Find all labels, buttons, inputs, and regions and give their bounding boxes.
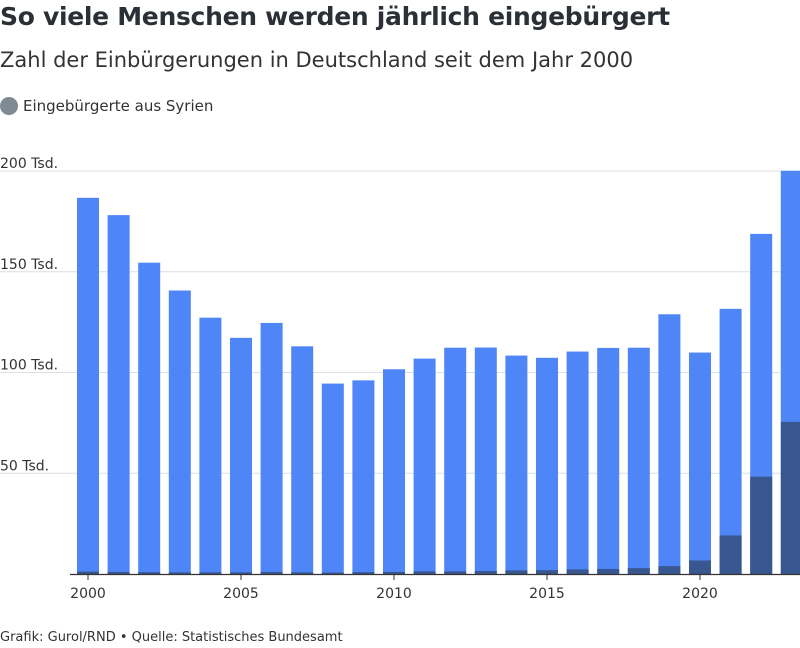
- legend-dot-icon: [0, 97, 18, 115]
- bar-syria: [505, 570, 528, 574]
- bar-syria: [536, 570, 558, 574]
- x-tick-label: 2020: [682, 586, 718, 602]
- bar-total: [658, 314, 681, 574]
- bar-total: [321, 383, 344, 574]
- bar-syria: [168, 572, 191, 574]
- bar-syria: [413, 571, 436, 574]
- y-tick-label: 100 Tsd.: [0, 358, 58, 374]
- bar-total: [474, 347, 497, 574]
- bar-syria: [383, 571, 405, 574]
- legend-label: Eingebürgerte aus Syrien: [23, 97, 214, 115]
- bar-total: [199, 317, 222, 574]
- bar-syria: [321, 572, 344, 574]
- bar-syria: [780, 421, 800, 574]
- bar-syria: [291, 572, 314, 574]
- bar-syria: [750, 476, 773, 574]
- bar-total: [505, 355, 528, 574]
- bar-total: [352, 380, 375, 574]
- bar-syria: [627, 568, 650, 574]
- bar-syria: [107, 571, 130, 574]
- bar-total: [719, 308, 742, 574]
- bar-total: [138, 262, 161, 574]
- chart-title: So viele Menschen werden jährlich eingeb…: [0, 2, 670, 31]
- bar-total: [627, 347, 650, 574]
- bar-syria: [138, 572, 161, 574]
- bar-total: [291, 346, 314, 574]
- bar-total: [444, 347, 467, 574]
- bar-syria: [597, 568, 620, 574]
- bar-syria: [719, 535, 742, 574]
- bar-syria: [199, 572, 222, 574]
- bar-syria: [658, 566, 681, 574]
- bar-total: [536, 357, 558, 574]
- bar-syria: [77, 571, 99, 574]
- bar-total: [168, 290, 191, 574]
- chart-subtitle: Zahl der Einbürgerungen in Deutschland s…: [0, 48, 634, 72]
- legend: Eingebürgerte aus Syrien: [0, 94, 213, 118]
- bar-total: [260, 322, 283, 574]
- x-tick-label: 2015: [529, 586, 565, 602]
- y-tick-label: 50 Tsd.: [0, 458, 49, 474]
- bar-syria: [352, 572, 375, 574]
- bar-syria: [444, 571, 467, 574]
- bar-syria: [230, 572, 252, 574]
- x-tick-label: 2010: [376, 586, 412, 602]
- y-tick-label: 200 Tsd.: [0, 156, 58, 172]
- bar-syria: [260, 571, 283, 574]
- bar-total: [413, 358, 436, 574]
- source-credit: Grafik: Gurol/RND • Quelle: Statistische…: [0, 630, 343, 645]
- bar-total: [77, 197, 99, 574]
- x-tick-label: 2000: [70, 586, 106, 602]
- bar-total: [383, 369, 405, 574]
- bar-total: [597, 347, 620, 574]
- bar-total: [689, 352, 711, 574]
- bar-syria: [689, 560, 711, 574]
- bar-total: [230, 337, 252, 574]
- bar-total: [566, 351, 589, 574]
- bar-syria: [474, 570, 497, 574]
- bar-total: [107, 215, 130, 575]
- y-tick-label: 150 Tsd.: [0, 257, 58, 273]
- bar-syria: [566, 569, 589, 574]
- x-tick-label: 2005: [223, 586, 259, 602]
